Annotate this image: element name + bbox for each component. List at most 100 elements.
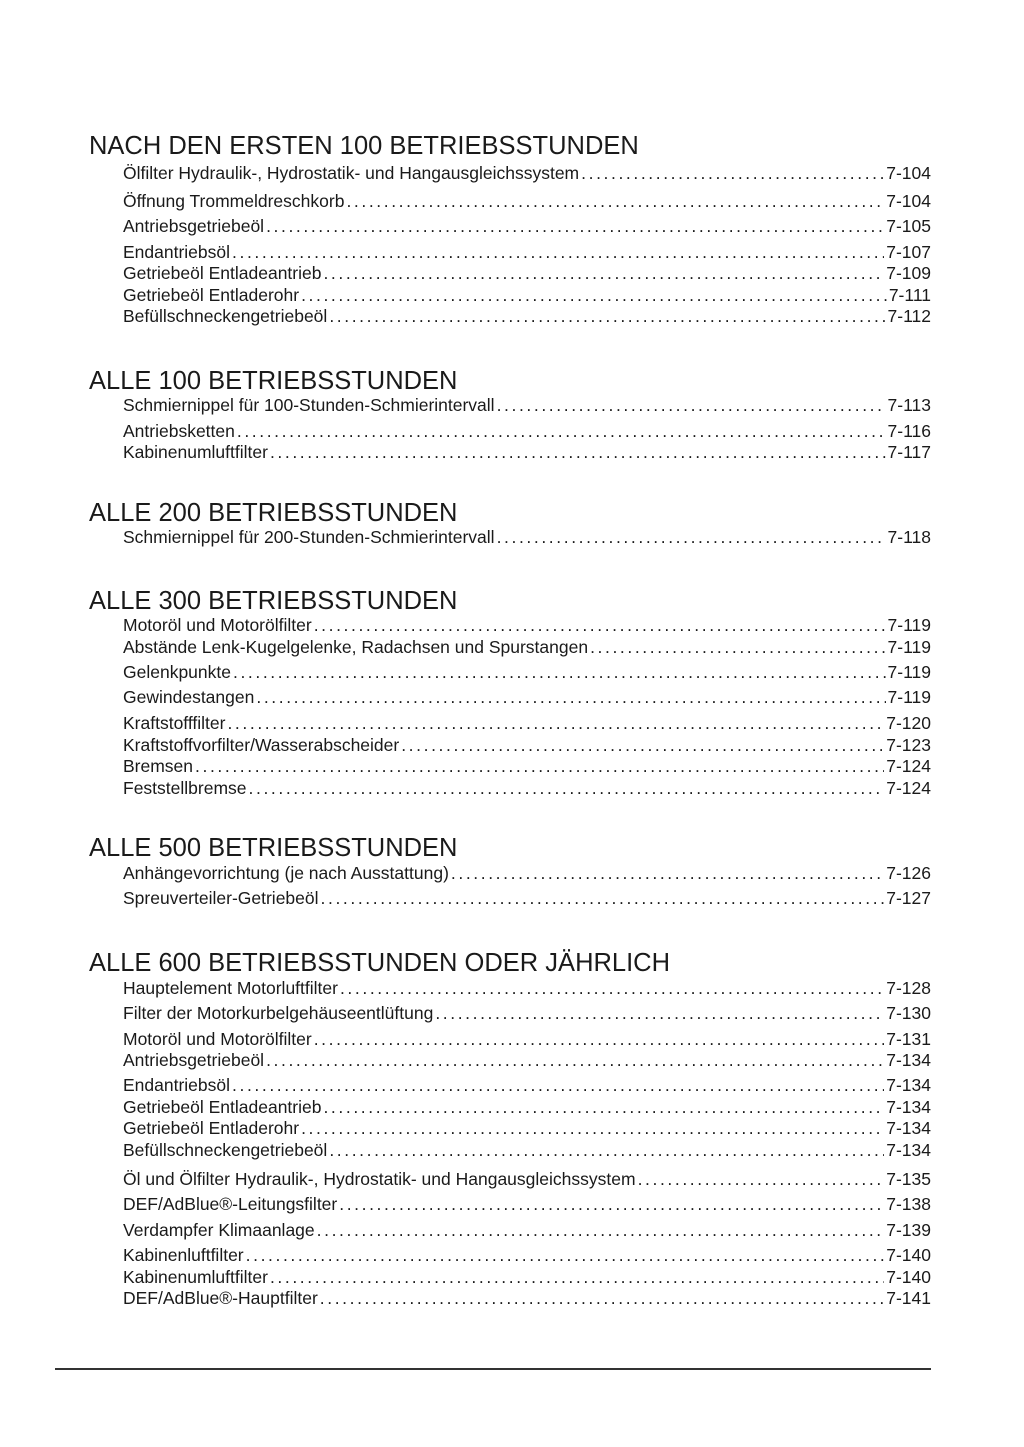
dot-leader [329,305,885,327]
entry-page: 7-139 [886,1220,931,1240]
toc-entry[interactable]: Motoröl und Motorölfilter 7-119 [123,614,931,636]
toc-entry[interactable]: Kraftstoffvorfilter/Wasserabscheider 7-12… [123,734,931,756]
section-heading: ALLE 300 BETRIEBSSTUNDEN [89,587,458,615]
section-heading: ALLE 600 BETRIEBSSTUNDEN ODER JÄHRLICH [89,949,670,977]
entry-page: 7-119 [887,637,931,657]
toc-entry[interactable]: Endantriebsöl 7-107 [123,241,931,263]
dot-leader [227,712,884,734]
dot-leader [249,777,885,799]
dot-leader [590,636,885,658]
toc-entry[interactable]: Endantriebsöl 7-134 [123,1074,931,1096]
entry-title: Antriebsgetriebeöl [123,1050,265,1070]
toc-entry[interactable]: Verdampfer Klimaanlage 7-139 [123,1219,931,1241]
toc-entry[interactable]: Gewindestangen 7-119 [123,686,931,708]
footer-rule [55,1368,931,1370]
entry-title: Feststellbremse [123,778,247,798]
toc-entry[interactable]: Getriebeöl Entladeantrieb 7-109 [123,262,931,284]
dot-leader [237,420,886,442]
dot-leader [195,755,884,777]
toc-entry[interactable]: Getriebeöl Entladeantrieb 7-134 [123,1096,931,1118]
section-heading: ALLE 500 BETRIEBSSTUNDEN [89,834,458,862]
entry-page: 7-126 [886,863,931,883]
toc-entry[interactable]: DEF/AdBlue®-Leitungsfilter 7-138 [123,1193,931,1215]
entry-title: Filter der Motorkurbelgehäuseentlüftung [123,1003,434,1023]
dot-leader [301,1117,884,1139]
toc-entry[interactable]: Feststellbremse 7-124 [123,777,931,799]
entry-page: 7-127 [886,888,931,908]
entry-page: 7-113 [887,395,931,415]
entry-page: 7-134 [886,1140,931,1160]
toc-entry[interactable]: Hauptelement Motorluftfilter 7-128 [123,977,931,999]
dot-leader [256,686,885,708]
entry-page: 7-118 [887,527,931,547]
entry-title: Ölfilter Hydraulik-, Hydrostatik- und Ha… [123,163,580,183]
entry-page: 7-104 [886,191,931,211]
entry-page: 7-112 [887,306,931,326]
dot-leader [638,1168,885,1190]
entry-page: 7-131 [886,1029,931,1049]
toc-entry[interactable]: Kabinenumluftfilter 7-140 [123,1266,931,1288]
toc-entry[interactable]: Öl und Ölfilter Hydraulik-, Hydrostatik-… [123,1168,931,1190]
entry-title: Kabinenumluftfilter [123,1267,268,1287]
toc-entry[interactable]: Antriebsketten 7-116 [123,420,931,442]
toc-entry[interactable]: Befüllschneckengetriebeöl 7-134 [123,1139,931,1161]
dot-leader [497,394,886,416]
entry-page: 7-111 [888,285,931,305]
entry-title: Getriebeöl Entladeantrieb [123,1097,322,1117]
toc-entry[interactable]: Abstände Lenk-Kugelgelenke, Radachsen un… [123,636,931,658]
toc-entry[interactable]: Antriebsgetriebeöl 7-105 [123,215,931,237]
toc-entry[interactable]: Gelenkpunkte 7-119 [123,661,931,683]
dot-leader [323,1096,884,1118]
toc-entry[interactable]: Getriebeöl Entladerohr 7-111 [123,284,931,306]
entry-page: 7-128 [886,978,931,998]
toc-entry[interactable]: Kabinenumluftfilter 7-117 [123,441,931,463]
dot-leader [346,190,884,212]
toc-entry[interactable]: Anhängevorrichtung (je nach Ausstattung)… [123,862,931,884]
dot-leader [321,887,885,909]
entry-title: Gelenkpunkte [123,662,231,682]
toc-entry[interactable]: Schmiernippel für 100-Stunden-Schmierint… [123,394,931,416]
toc-entry[interactable]: Schmiernippel für 200-Stunden-Schmierint… [123,526,931,548]
entry-page: 7-105 [886,216,931,236]
entry-page: 7-140 [886,1267,931,1287]
toc-entry[interactable]: Kabinenluftfilter 7-140 [123,1244,931,1266]
dot-leader [301,284,887,306]
dot-leader [232,1074,884,1096]
toc-entry[interactable]: Ölfilter Hydraulik-, Hydrostatik- und Ha… [123,162,931,184]
toc-entry[interactable]: DEF/AdBlue®-Hauptfilter 7-141 [123,1287,931,1309]
toc-entry[interactable]: Motoröl und Motorölfilter 7-131 [123,1028,931,1050]
toc-entry[interactable]: Getriebeöl Entladerohr 7-134 [123,1117,931,1139]
dot-leader [451,862,884,884]
entry-title: Getriebeöl Entladeantrieb [123,263,322,283]
entry-page: 7-120 [886,713,931,733]
entry-page: 7-119 [887,687,931,707]
toc-entry[interactable]: Befüllschneckengetriebeöl 7-112 [123,305,931,327]
dot-leader [232,241,884,263]
dot-leader [246,1244,885,1266]
dot-leader [266,215,884,237]
toc-entry[interactable]: Öffnung Trommeldreschkorb 7-104 [123,190,931,212]
toc-entry[interactable]: Filter der Motorkurbelgehäuseentlüftung 7… [123,1002,931,1024]
entry-page: 7-135 [886,1169,931,1189]
entry-title: Abstände Lenk-Kugelgelenke, Radachsen un… [123,637,589,657]
entry-page: 7-140 [886,1245,931,1265]
entry-page: 7-107 [886,242,931,262]
entry-title: Verdampfer Klimaanlage [123,1220,315,1240]
entry-page: 7-104 [886,163,931,183]
entry-title: Schmiernippel für 100-Stunden-Schmierint… [123,395,495,415]
entry-title: Endantriebsöl [123,242,231,262]
section-heading: NACH DEN ERSTEN 100 BETRIEBSSTUNDEN [89,132,639,160]
toc-entry[interactable]: Spreuverteiler-Getriebeöl 7-127 [123,887,931,909]
entry-page: 7-109 [886,263,931,283]
dot-leader [329,1139,884,1161]
entry-title: Kraftstoffvorfilter/Wasserabscheider [123,735,400,755]
entry-title: Endantriebsöl [123,1075,231,1095]
toc-entry[interactable]: Kraftstofffilter 7-120 [123,712,931,734]
entry-page: 7-124 [886,756,931,776]
entry-title: Antriebsgetriebeöl [123,216,265,236]
entry-title: Getriebeöl Entladerohr [123,1118,300,1138]
entry-page: 7-134 [886,1097,931,1117]
toc-entry[interactable]: Antriebsgetriebeöl 7-134 [123,1049,931,1071]
entry-title: DEF/AdBlue®-Leitungsfilter [123,1194,338,1214]
toc-entry[interactable]: Bremsen 7-124 [123,755,931,777]
